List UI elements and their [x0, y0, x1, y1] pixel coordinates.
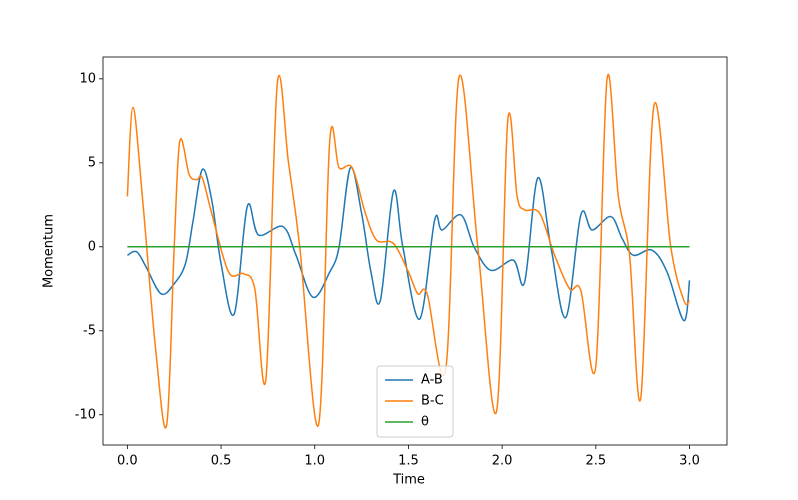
legend-label: A-B	[421, 373, 443, 388]
legend-box	[376, 365, 454, 438]
y-axis-label: Momentum	[42, 214, 57, 288]
y-tick-label: -5	[83, 323, 96, 338]
x-axis-label: Time	[392, 473, 425, 488]
y-tick-label: -10	[75, 407, 96, 422]
plot-frame	[102, 56, 728, 446]
x-tick-label: 1.5	[398, 454, 419, 469]
x-tick-label: 3.0	[679, 454, 700, 469]
y-tick-label: 10	[79, 71, 96, 86]
x-tick-label: 2.5	[585, 454, 606, 469]
line-series	[127, 166, 691, 322]
legend-label: θ	[421, 415, 429, 430]
x-tick-label: 2.0	[492, 454, 513, 469]
x-tick-label: 1.0	[304, 454, 325, 469]
line-series	[126, 74, 691, 429]
legend-label: B-C	[421, 394, 444, 409]
y-tick-label: 0	[88, 239, 96, 254]
x-tick-label: 0.0	[117, 454, 138, 469]
legend: A-B B-C θ	[376, 365, 454, 438]
y-tick-label: 5	[88, 155, 96, 170]
x-tick-label: 0.5	[211, 454, 232, 469]
